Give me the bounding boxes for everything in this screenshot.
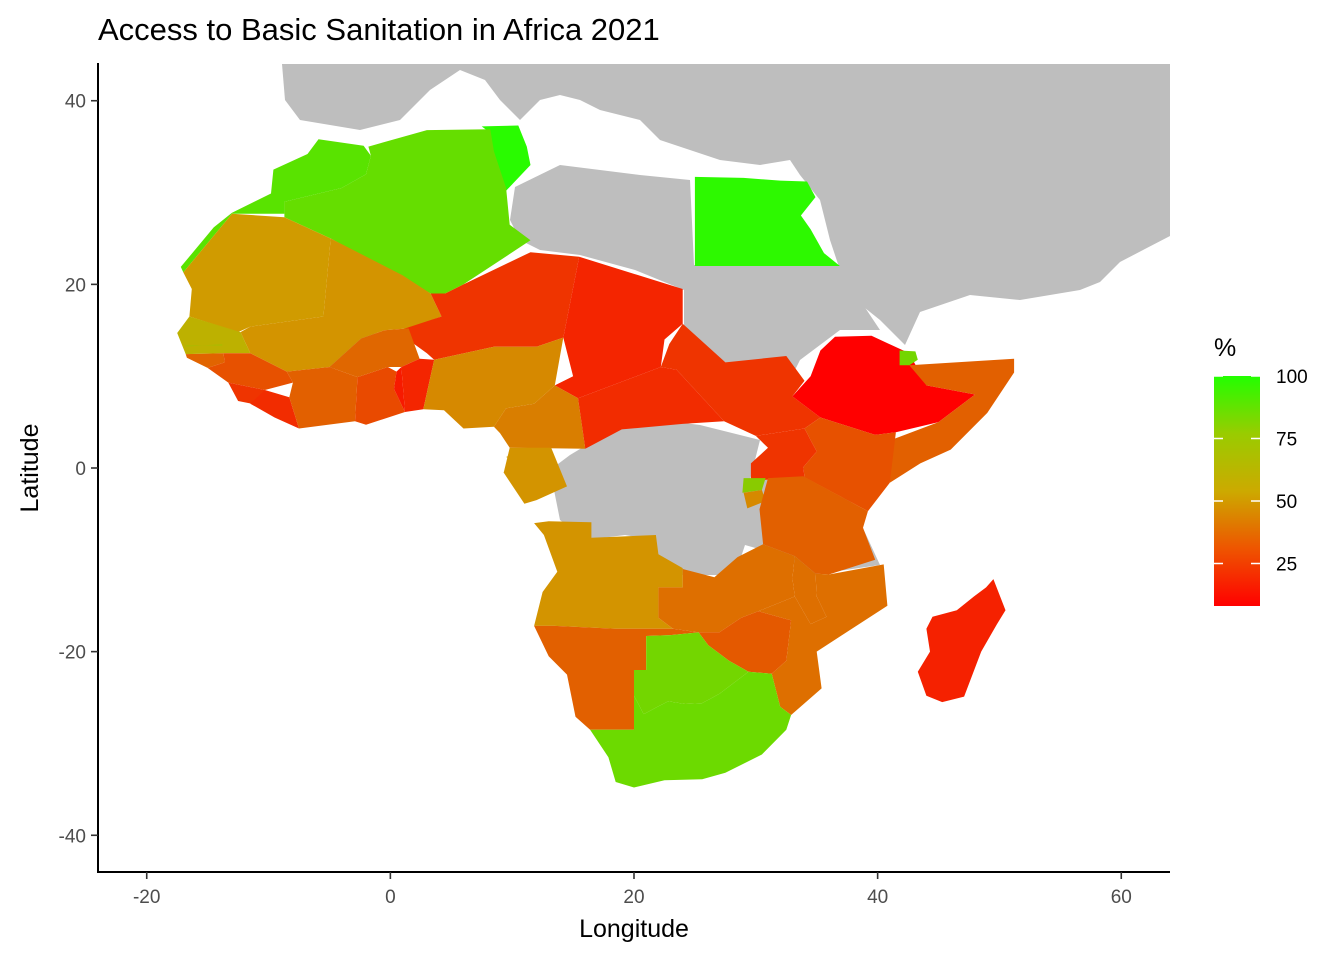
country-region	[658, 544, 795, 633]
country-region	[180, 139, 371, 273]
country-region	[396, 252, 580, 360]
y-axis-title: Latitude	[16, 424, 44, 513]
y-tick-label: 0	[75, 459, 86, 480]
y-tick-label: -40	[59, 826, 86, 847]
country-region	[792, 556, 827, 625]
country-region	[590, 671, 792, 788]
country-region	[554, 256, 683, 399]
country-region	[240, 238, 442, 372]
x-axis-title: Longitude	[579, 915, 689, 943]
countries-layer	[177, 125, 1015, 788]
country-region	[917, 579, 1006, 703]
country-region	[698, 611, 792, 674]
country-region	[185, 353, 225, 368]
country-region	[534, 625, 699, 730]
x-tick-label: 60	[1111, 887, 1132, 908]
country-region	[743, 490, 766, 509]
country-region	[207, 353, 293, 390]
country-region	[423, 337, 564, 429]
country-region	[355, 367, 405, 425]
country-region	[481, 125, 531, 191]
country-region	[792, 335, 976, 435]
country-region	[286, 367, 358, 429]
country-region	[694, 176, 840, 266]
y-tick-label: 20	[65, 275, 86, 296]
country-region	[758, 564, 888, 715]
legend-colorbar	[1214, 376, 1260, 606]
country-region	[185, 344, 223, 347]
country-region	[889, 358, 1015, 483]
country-region	[803, 417, 896, 512]
legend-tick-label: 100	[1276, 367, 1308, 388]
legend-tick-label: 75	[1276, 430, 1297, 451]
country-region	[284, 129, 531, 294]
country-region	[493, 385, 586, 449]
country-region	[401, 358, 435, 412]
country-region	[742, 478, 766, 493]
country-region	[183, 213, 331, 333]
country-region	[578, 367, 725, 449]
legend: % 25 50 75 100	[1214, 334, 1308, 606]
legend-ticks: 25 50 75 100	[1214, 367, 1308, 576]
map-panel	[177, 64, 1170, 788]
x-tick-label: 0	[385, 887, 396, 908]
legend-tick-label: 25	[1276, 555, 1297, 576]
chart-title: Access to Basic Sanitation in Africa 202…	[98, 12, 660, 47]
country-region	[503, 447, 567, 504]
country-region	[634, 632, 749, 715]
x-tick-label: 40	[867, 887, 888, 908]
country-region	[899, 350, 918, 366]
country-region	[534, 521, 683, 629]
europe-landmass	[282, 64, 1170, 345]
country-region	[250, 390, 299, 429]
x-axis-ticks: -20 0 20 40 60	[133, 872, 1132, 908]
country-region	[394, 367, 405, 412]
country-region	[177, 316, 251, 355]
x-tick-label: 20	[623, 887, 644, 908]
country-region	[750, 428, 817, 481]
x-tick-label: -20	[133, 887, 160, 908]
legend-tick-label: 50	[1276, 492, 1297, 513]
legend-title: %	[1214, 334, 1236, 362]
y-tick-label: -20	[59, 643, 86, 664]
y-tick-label: 40	[65, 92, 86, 113]
country-region	[329, 328, 420, 378]
nodata-africa-north	[510, 165, 880, 385]
y-axis-ticks: -40 -20 0 20 40	[59, 92, 98, 847]
country-region	[660, 323, 821, 436]
country-region	[759, 476, 876, 575]
